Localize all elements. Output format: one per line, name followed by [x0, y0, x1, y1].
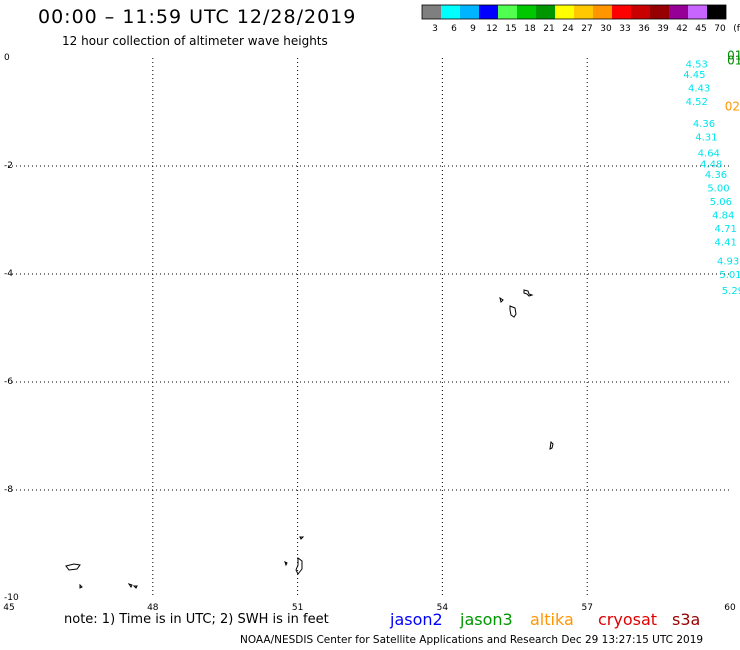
island-cosmoledo [127, 583, 138, 589]
color-scale-frame [421, 4, 727, 20]
color-swatch [460, 5, 479, 19]
wave-height-value: 4.41 [715, 238, 737, 249]
wave-height-value: 4.43 [688, 84, 710, 95]
wave-height-value: 4.64 [698, 149, 720, 160]
pass-labels: 015015 020 [725, 48, 740, 113]
color-swatch [536, 5, 555, 19]
color-swatch [441, 5, 460, 19]
coastlines [65, 289, 554, 589]
wave-height-value: 4.31 [695, 132, 717, 143]
island-seychelles-1 [499, 296, 504, 303]
color-swatch [479, 5, 498, 19]
wave-height-value: 5.06 [710, 197, 732, 208]
credit-line: NOAA/NESDIS Center for Satellite Applica… [240, 634, 704, 646]
wave-height-value: 4.84 [712, 211, 734, 222]
wave-height-value: 4.53 [686, 59, 708, 70]
wave-height-value: 4.71 [715, 224, 737, 235]
color-scale-label: 15 [505, 24, 516, 34]
color-scale-label: 30 [600, 24, 612, 34]
color-scale-label: 18 [524, 24, 536, 34]
footnote: note: 1) Time is in UTC; 2) SWH is in fe… [64, 612, 329, 627]
color-swatch [593, 5, 612, 19]
wave-height-value: 4.36 [705, 170, 727, 181]
latitude-label: -6 [4, 377, 13, 387]
wave-height-value: 4.93 [717, 257, 739, 268]
pass-label: 015 [727, 48, 740, 62]
color-swatch [631, 5, 650, 19]
color-scale-label: 24 [562, 24, 574, 34]
pass-label: 015 [727, 54, 740, 68]
color-scale-label: 27 [581, 24, 592, 34]
color-swatch [650, 5, 669, 19]
island-farquhar-2 [295, 557, 303, 575]
color-swatch [422, 5, 441, 19]
map-title: 00:00 – 11:59 UTC 12/28/2019 [38, 6, 357, 28]
longitude-label: 54 [437, 603, 449, 613]
color-scale-label: 39 [657, 24, 669, 34]
latitude-label: 0 [4, 53, 10, 63]
map-subtitle: 12 hour collection of altimeter wave hei… [62, 34, 328, 48]
color-scale-label: 33 [619, 24, 630, 34]
island-seychelles-3 [509, 305, 517, 318]
longitude-label: 48 [147, 603, 159, 613]
wave-height-value: 4.45 [683, 70, 705, 81]
map-grid: 45 48 51 54 57 60 0 -2 -4 -6 -8 -10 [3, 53, 736, 613]
color-scale-label: 12 [486, 24, 497, 34]
color-scale-label: 9 [470, 24, 476, 34]
color-swatch [707, 5, 726, 19]
latitude-label: -4 [4, 269, 13, 279]
mission-jason3: jason3 [460, 610, 513, 629]
wave-height-value: 4.48 [700, 159, 722, 170]
color-swatch [688, 5, 707, 19]
latitude-label: -2 [4, 161, 13, 171]
island-coetivy [549, 440, 554, 450]
color-swatch [498, 5, 517, 19]
mission-jason2: jason2 [390, 610, 443, 629]
longitude-label: 60 [724, 603, 736, 613]
mission-altika: altika [530, 610, 574, 629]
wave-height-value: 4.36 [693, 119, 715, 130]
altimeter-track: 4.534.454.434.524.364.314.644.484.365.00… [683, 59, 740, 297]
island-farquhar-1 [299, 536, 305, 540]
color-swatch [574, 5, 593, 19]
color-scale-label: 21 [543, 24, 554, 34]
wave-height-value: 4.52 [686, 97, 708, 108]
latitude-label: -8 [4, 485, 13, 495]
color-swatch [612, 5, 631, 19]
color-scale-label: 3 [432, 24, 438, 34]
color-swatch [669, 5, 688, 19]
wave-height-value: 5.01 [719, 270, 740, 281]
mission-cryosat: cryosat [598, 610, 658, 629]
longitude-label: 51 [292, 603, 303, 613]
island-aldabra [65, 563, 81, 571]
color-scale-label: 42 [676, 24, 687, 34]
island-seychelles-2 [523, 289, 534, 297]
color-scale-label: 36 [638, 24, 650, 34]
latitude-label: -10 [4, 593, 19, 603]
color-scale-label: 6 [451, 24, 457, 34]
color-scale-label: (ft) [733, 24, 740, 34]
island-assumption [79, 583, 83, 589]
island-farquhar-3 [284, 561, 288, 567]
wave-height-value: 5.00 [707, 184, 729, 195]
longitude-label: 57 [581, 603, 592, 613]
wave-height-value: 5.29 [722, 286, 740, 297]
longitude-label: 45 [3, 603, 14, 613]
color-scale-label: 70 [714, 24, 726, 34]
color-swatch [517, 5, 536, 19]
color-scale-label: 45 [695, 24, 706, 34]
mission-s3a: s3a [672, 610, 701, 629]
color-swatch [555, 5, 574, 19]
pass-label: 020 [725, 100, 740, 114]
